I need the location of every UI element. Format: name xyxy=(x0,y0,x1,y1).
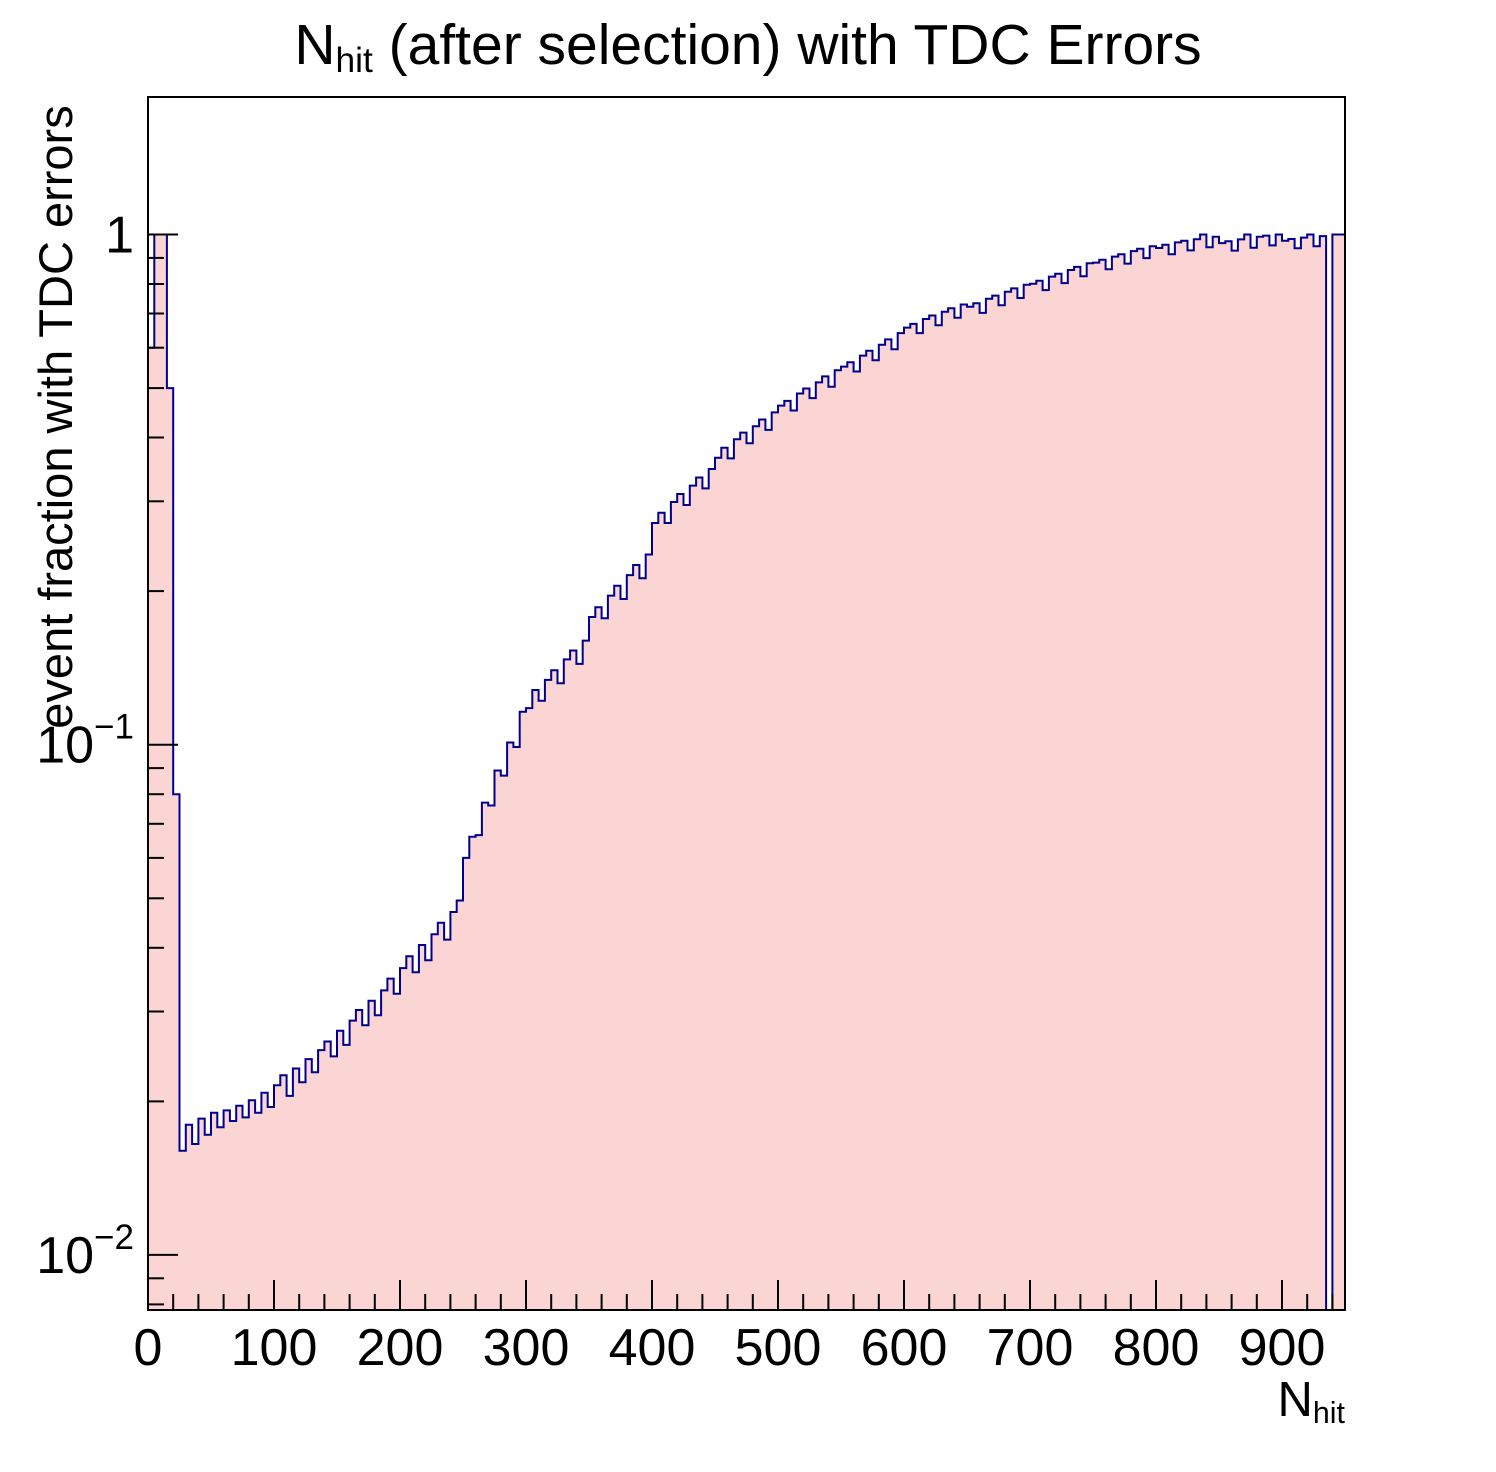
x-axis-title-subscript: hit xyxy=(1312,1395,1345,1430)
y-tick-label: 10−1 xyxy=(36,708,134,775)
y-tick-label: 10−2 xyxy=(36,1218,134,1285)
chart-title-rest: (after selection) with TDC Errors xyxy=(372,13,1202,77)
y-axis-title: event fraction with TDC errors xyxy=(29,105,82,729)
x-tick-label: 0 xyxy=(134,1319,163,1377)
chart-title: Nhit (after selection) with TDC Errors xyxy=(0,12,1496,80)
chart-title-main: N xyxy=(294,13,336,77)
y-tick-label: 1 xyxy=(105,207,134,265)
x-tick-label: 900 xyxy=(1239,1319,1326,1377)
x-tick-label: 600 xyxy=(861,1319,948,1377)
plot-frame xyxy=(147,96,1346,1311)
histogram-outline xyxy=(147,233,1346,1311)
axis-ticks xyxy=(147,233,1334,1310)
x-tick-label: 500 xyxy=(735,1319,822,1377)
x-axis-title: Nhit xyxy=(1277,1372,1345,1430)
histogram-fill xyxy=(148,234,1345,1310)
x-tick-label: 300 xyxy=(483,1319,570,1377)
x-tick-label: 700 xyxy=(987,1319,1074,1377)
x-tick-label: 400 xyxy=(609,1319,696,1377)
x-tick-label: 100 xyxy=(231,1319,318,1377)
x-tick-label: 800 xyxy=(1113,1319,1200,1377)
chart-title-subscript: hit xyxy=(335,40,373,80)
x-axis-title-main: N xyxy=(1277,1373,1313,1427)
x-tick-label: 200 xyxy=(357,1319,444,1377)
